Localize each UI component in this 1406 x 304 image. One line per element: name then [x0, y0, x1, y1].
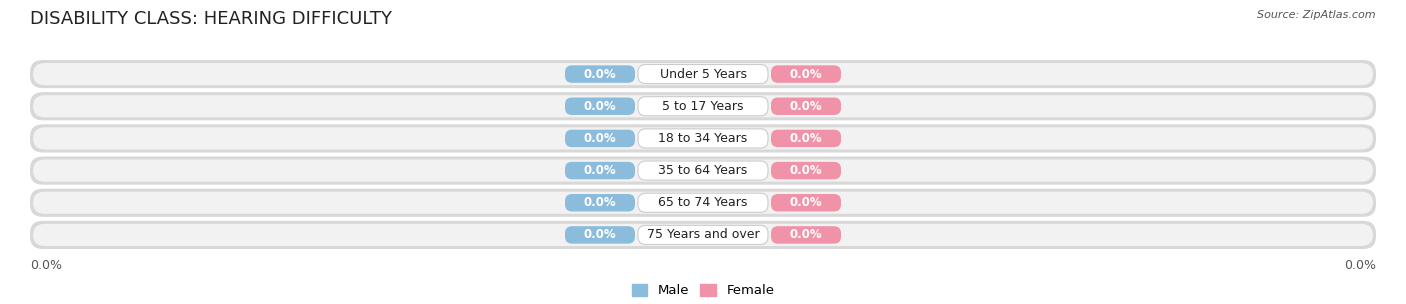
FancyBboxPatch shape: [770, 98, 841, 115]
Text: 0.0%: 0.0%: [790, 164, 823, 177]
Text: 0.0%: 0.0%: [583, 67, 616, 81]
FancyBboxPatch shape: [770, 226, 841, 244]
FancyBboxPatch shape: [770, 65, 841, 83]
FancyBboxPatch shape: [565, 130, 636, 147]
FancyBboxPatch shape: [638, 64, 768, 84]
Text: 35 to 64 Years: 35 to 64 Years: [658, 164, 748, 177]
Text: Under 5 Years: Under 5 Years: [659, 67, 747, 81]
Text: 0.0%: 0.0%: [790, 196, 823, 209]
FancyBboxPatch shape: [770, 130, 841, 147]
FancyBboxPatch shape: [638, 193, 768, 212]
FancyBboxPatch shape: [30, 189, 1376, 217]
FancyBboxPatch shape: [32, 95, 1374, 117]
Text: 0.0%: 0.0%: [583, 132, 616, 145]
Text: 0.0%: 0.0%: [583, 100, 616, 113]
Text: 0.0%: 0.0%: [790, 100, 823, 113]
Text: 0.0%: 0.0%: [790, 132, 823, 145]
FancyBboxPatch shape: [638, 97, 768, 116]
Text: 0.0%: 0.0%: [790, 228, 823, 241]
Text: 0.0%: 0.0%: [790, 67, 823, 81]
Text: DISABILITY CLASS: HEARING DIFFICULTY: DISABILITY CLASS: HEARING DIFFICULTY: [30, 10, 392, 28]
FancyBboxPatch shape: [770, 194, 841, 212]
FancyBboxPatch shape: [30, 221, 1376, 249]
FancyBboxPatch shape: [30, 124, 1376, 153]
Text: 0.0%: 0.0%: [1344, 259, 1376, 272]
FancyBboxPatch shape: [32, 127, 1374, 150]
Legend: Male, Female: Male, Female: [631, 284, 775, 297]
FancyBboxPatch shape: [565, 162, 636, 179]
Text: 75 Years and over: 75 Years and over: [647, 228, 759, 241]
FancyBboxPatch shape: [638, 129, 768, 148]
FancyBboxPatch shape: [638, 225, 768, 244]
FancyBboxPatch shape: [30, 157, 1376, 185]
FancyBboxPatch shape: [565, 98, 636, 115]
Text: 0.0%: 0.0%: [30, 259, 62, 272]
Text: 65 to 74 Years: 65 to 74 Years: [658, 196, 748, 209]
FancyBboxPatch shape: [32, 192, 1374, 214]
FancyBboxPatch shape: [638, 161, 768, 180]
Text: 5 to 17 Years: 5 to 17 Years: [662, 100, 744, 113]
FancyBboxPatch shape: [565, 65, 636, 83]
Text: 18 to 34 Years: 18 to 34 Years: [658, 132, 748, 145]
Text: 0.0%: 0.0%: [583, 228, 616, 241]
FancyBboxPatch shape: [770, 162, 841, 179]
FancyBboxPatch shape: [30, 92, 1376, 120]
FancyBboxPatch shape: [565, 226, 636, 244]
FancyBboxPatch shape: [565, 194, 636, 212]
FancyBboxPatch shape: [32, 63, 1374, 85]
FancyBboxPatch shape: [30, 60, 1376, 88]
Text: 0.0%: 0.0%: [583, 196, 616, 209]
Text: Source: ZipAtlas.com: Source: ZipAtlas.com: [1257, 10, 1376, 20]
Text: 0.0%: 0.0%: [583, 164, 616, 177]
FancyBboxPatch shape: [32, 224, 1374, 246]
FancyBboxPatch shape: [32, 160, 1374, 182]
